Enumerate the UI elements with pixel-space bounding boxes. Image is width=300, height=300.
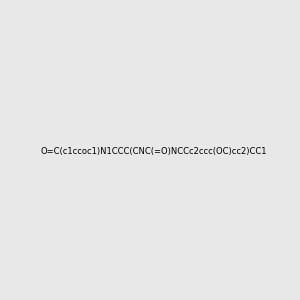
Text: O=C(c1ccoc1)N1CCC(CNC(=O)NCCc2ccc(OC)cc2)CC1: O=C(c1ccoc1)N1CCC(CNC(=O)NCCc2ccc(OC)cc2… bbox=[40, 147, 267, 156]
